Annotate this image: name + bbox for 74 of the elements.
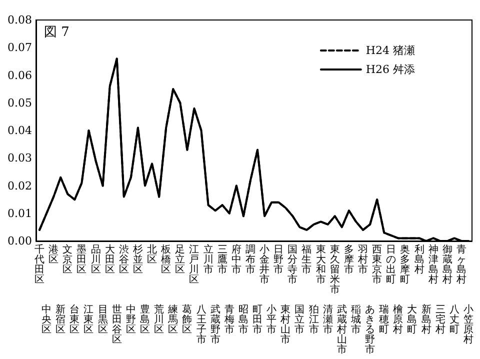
x-tick-label: 新島村 xyxy=(420,304,432,336)
x-tick-label: 立川市 xyxy=(203,244,214,276)
x-tick-label: 日の出町 xyxy=(386,244,396,286)
x-tick-label: 中野区 xyxy=(126,304,136,336)
x-tick-label: 足立区 xyxy=(175,244,186,276)
x-tick-label: 福生市 xyxy=(302,244,312,276)
x-tick-label: 御蔵島村 xyxy=(441,244,452,286)
x-tick-label: 板橋区 xyxy=(160,244,172,276)
x-tick-label: 台東区 xyxy=(70,304,80,336)
y-tick-label: 0.06 xyxy=(8,68,32,82)
x-tick-label: 渋谷区 xyxy=(118,244,129,276)
x-tick-label: 武蔵野市 xyxy=(210,304,220,346)
legend-label: H24 猪瀬 xyxy=(366,44,416,57)
x-tick-label: 瑞穂町 xyxy=(379,304,390,336)
x-tick-label: 千代田区 xyxy=(34,244,45,286)
x-tick-label: 調布市 xyxy=(245,244,256,276)
x-tick-label: 中央区 xyxy=(42,304,52,336)
x-tick-label: 港区 xyxy=(48,244,59,266)
x-tick-label: 日野市 xyxy=(274,244,284,276)
x-tick-label: 利島村 xyxy=(413,244,424,276)
x-tick-label: 目黒区 xyxy=(98,304,108,336)
x-tick-label: 品川区 xyxy=(90,244,101,276)
x-tick-label: 神津島村 xyxy=(427,244,438,286)
x-tick-label: 新宿区 xyxy=(56,304,66,336)
x-tick-label: 東大和市 xyxy=(316,244,326,286)
x-tick-label: 練馬区 xyxy=(167,304,178,336)
x-tick-label: 青ヶ島村 xyxy=(455,244,466,286)
x-tick-label: 八王子市 xyxy=(196,304,206,346)
x-tick-label: 清瀬市 xyxy=(322,304,333,336)
x-tick-label: 青梅市 xyxy=(223,304,234,336)
x-tick-label: あきる野市 xyxy=(365,304,376,356)
x-tick-label: 武蔵村山市 xyxy=(336,304,347,356)
x-tick-label: 三宅村 xyxy=(434,304,446,336)
x-tick-label: 昭島市 xyxy=(238,304,248,336)
x-tick-label: 豊島区 xyxy=(140,304,150,336)
y-tick-label: 0.01 xyxy=(8,206,32,220)
x-tick-label: 稲城市 xyxy=(350,304,361,336)
x-tick-label: 荒川区 xyxy=(154,304,164,336)
x-tick-label: 葛飾区 xyxy=(182,304,192,336)
x-tick-label: 八丈町 xyxy=(449,304,460,336)
x-tick-label: 羽村市 xyxy=(357,244,368,276)
x-tick-label: 府中市 xyxy=(231,244,242,276)
y-tick-label: 0.05 xyxy=(8,96,32,110)
x-tick-label: 西東京市 xyxy=(372,244,382,286)
x-tick-label: 小金井市 xyxy=(260,244,270,286)
x-tick-label: 町田市 xyxy=(252,304,263,336)
x-tick-label: 文京区 xyxy=(62,244,73,276)
x-tick-label: 三鷹市 xyxy=(217,244,228,276)
y-tick-label: 0.02 xyxy=(8,179,32,192)
x-tick-label: 小笠原村 xyxy=(462,304,474,346)
x-tick-label: 江東区 xyxy=(84,304,94,336)
y-tick-label: 0.04 xyxy=(8,124,32,137)
x-tick-label: 世田谷区 xyxy=(112,304,122,346)
y-tick-label: 0.07 xyxy=(8,41,32,54)
x-tick-label: 国立市 xyxy=(294,304,305,336)
x-tick-label: 檜原村 xyxy=(392,304,404,336)
x-tick-label: 国分寺市 xyxy=(288,244,298,286)
x-tick-label: 多摩市 xyxy=(344,244,354,276)
x-tick-label: 狛江市 xyxy=(308,304,319,336)
x-tick-label: 江戸川区 xyxy=(189,244,200,286)
legend-label: H26 舛添 xyxy=(366,63,416,76)
x-tick-label: 墨田区 xyxy=(76,244,87,276)
x-tick-label: 杉並区 xyxy=(132,244,143,276)
x-tick-label: 東村山市 xyxy=(280,304,291,346)
y-tick-label: 0.08 xyxy=(8,14,32,26)
x-tick-label: 小平市 xyxy=(266,304,277,336)
annotation: 図 7 xyxy=(44,25,70,40)
y-tick-label: 0.00 xyxy=(8,234,32,248)
x-tick-label: 大田区 xyxy=(104,244,115,276)
x-tick-label: 北区 xyxy=(147,244,158,266)
x-tick-label: 奥多摩町 xyxy=(400,244,410,286)
x-tick-label: 大島町 xyxy=(407,304,418,336)
y-tick-label: 0.03 xyxy=(8,152,32,165)
x-tick-label: 東久留米市 xyxy=(330,244,340,296)
